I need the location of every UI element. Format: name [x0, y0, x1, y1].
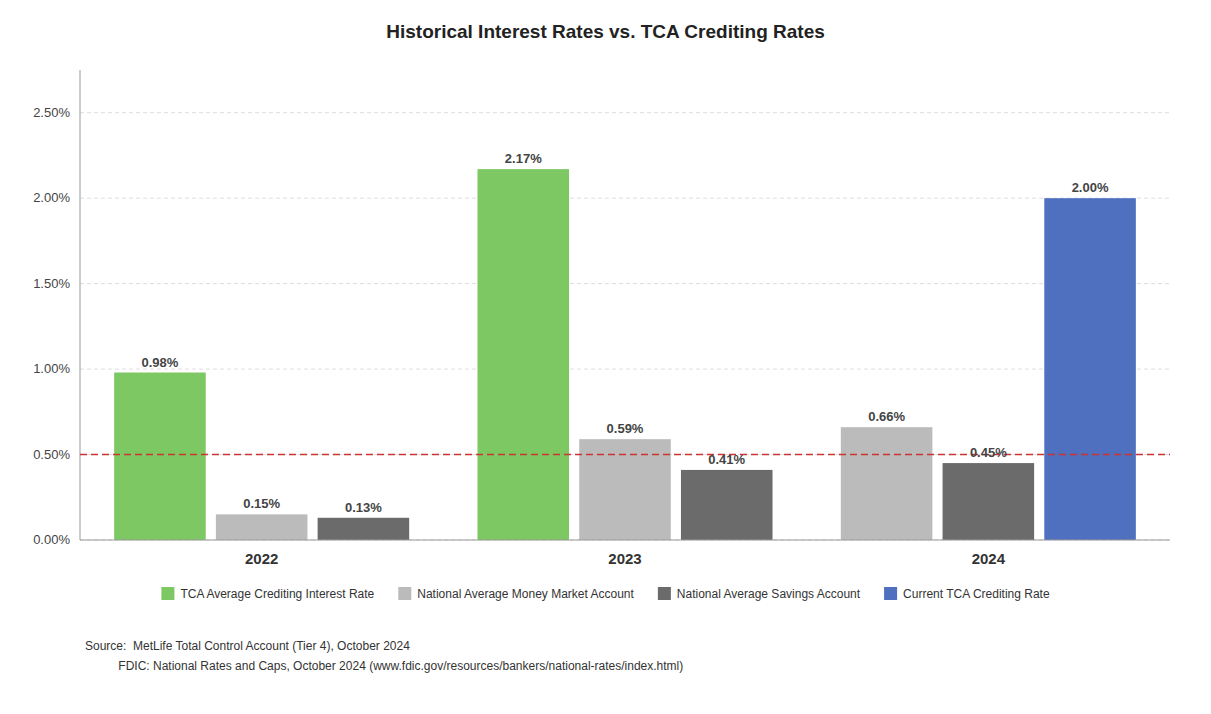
grid-line: [80, 112, 1170, 113]
legend: TCA Average Crediting Interest Rate Natio…: [161, 587, 1050, 601]
legend-label: National Average Money Market Account: [417, 587, 634, 601]
grid-line: [80, 283, 1170, 284]
data-label: 0.13%: [345, 500, 382, 515]
chart: Historical Interest Rates vs. TCA Credit…: [0, 0, 1211, 714]
legend-label: Current TCA Crediting Rate: [903, 587, 1050, 601]
data-label: 0.41%: [708, 452, 745, 467]
grid-line: [80, 369, 1170, 370]
chart-container: Historical Interest Rates vs. TCA Credit…: [0, 0, 1211, 714]
data-label: 0.59%: [607, 421, 644, 436]
source-note: FDIC: National Rates and Caps, October 2…: [85, 659, 683, 673]
legend-swatch: [398, 587, 411, 600]
data-labels: 0.98% 0.15% 0.13% 2.17% 0.59% 0.41% 0.66% 0.45%…: [141, 151, 1108, 515]
y-tick-label: 2.00%: [33, 190, 70, 205]
data-label: 0.66%: [868, 409, 905, 424]
x-tick-label: 2024: [972, 550, 1006, 567]
bar: [841, 427, 933, 540]
legend-label: National Average Savings Account: [677, 587, 861, 601]
x-tick-label: 2022: [245, 550, 278, 567]
bar: [477, 169, 569, 540]
x-tick-label: 2023: [608, 550, 641, 567]
y-tick-label: 2.50%: [33, 105, 70, 120]
x-axis-line: [80, 540, 1170, 541]
bar: [114, 373, 206, 540]
y-tick-label: 1.00%: [33, 361, 70, 376]
y-tick-label: 0.00%: [33, 532, 70, 547]
bar: [943, 463, 1035, 540]
data-label: 0.45%: [970, 445, 1007, 460]
plot-area: [80, 169, 1170, 540]
data-label: 2.00%: [1072, 180, 1109, 195]
bar: [216, 514, 308, 540]
source-note: Source: MetLife Total Control Account (T…: [85, 639, 410, 653]
legend-swatch: [658, 587, 671, 600]
legend-label: TCA Average Crediting Interest Rate: [180, 587, 374, 601]
bar: [681, 470, 773, 540]
grid: [80, 113, 1170, 540]
bar: [1044, 198, 1136, 540]
y-axis-line: [80, 70, 81, 540]
grid-line: [80, 540, 1170, 541]
y-tick-label: 1.50%: [33, 276, 70, 291]
y-tick-label: 0.50%: [33, 447, 70, 462]
data-label: 0.98%: [141, 355, 178, 370]
bar: [318, 518, 410, 540]
legend-swatch: [884, 587, 897, 600]
title: Historical Interest Rates vs. TCA Credit…: [386, 21, 825, 42]
data-label: 0.15%: [243, 496, 280, 511]
legend-swatch: [161, 587, 174, 600]
grid-line: [80, 198, 1170, 199]
data-label: 2.17%: [505, 151, 542, 166]
